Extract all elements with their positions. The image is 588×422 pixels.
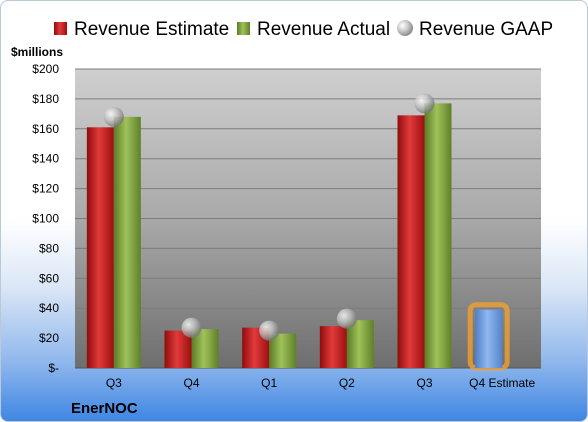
legend-label-revenue-gaap: Revenue GAAP [419, 19, 553, 40]
x-tick-label: Q2 [339, 376, 355, 390]
legend-marker-revenue-gaap [397, 20, 413, 36]
legend-label-revenue-estimate: Revenue Estimate [74, 19, 229, 40]
point-revenue-gaap [259, 320, 280, 341]
legend-swatch-revenue-estimate [54, 22, 67, 35]
x-tick-label: Q4 [183, 376, 199, 390]
bar-revenue-estimate-forecast [475, 309, 503, 368]
y-tick-label: $- [48, 361, 59, 375]
y-tick-label: $180 [32, 92, 59, 106]
y-tick-label: $200 [32, 62, 59, 76]
y-tick-label: $60 [39, 271, 59, 285]
legend-swatch-revenue-actual [237, 22, 250, 35]
y-tick-label: $160 [32, 122, 59, 136]
legend: Revenue Estimate Revenue Actual Revenue … [54, 19, 553, 40]
y-axis-unit-label: $millions [11, 45, 63, 59]
y-tick-label: $20 [39, 331, 59, 345]
point-revenue-gaap [181, 317, 202, 338]
x-axis-ticks: Q3 Q4 Q1 Q2 Q3 Q4 Estimate [106, 376, 536, 390]
bar-revenue-estimate [319, 326, 347, 368]
point-revenue-gaap [336, 308, 357, 329]
bar-revenue-actual [113, 116, 141, 368]
company-name: EnerNOC [71, 400, 138, 417]
point-revenue-gaap [414, 93, 435, 114]
bar-revenue-actual [424, 103, 452, 368]
gridlines [75, 68, 541, 369]
bars-group [86, 93, 510, 371]
bar-revenue-estimate [397, 115, 425, 368]
y-axis-ticks: $- $20 $40 $60 $80 $100 $120 $140 $160 $180 $200 [32, 62, 59, 375]
x-tick-label: Q1 [261, 376, 277, 390]
y-tick-label: $120 [32, 182, 59, 196]
point-revenue-gaap [103, 106, 124, 127]
legend-label-revenue-actual: Revenue Actual [257, 19, 390, 40]
bar-revenue-actual [346, 320, 374, 368]
bar-revenue-estimate [86, 127, 114, 369]
y-tick-label: $80 [39, 241, 59, 255]
y-tick-label: $40 [39, 301, 59, 315]
x-tick-label: Q3 [106, 376, 122, 390]
bar-revenue-estimate [164, 330, 192, 368]
y-tick-label: $140 [32, 152, 59, 166]
x-tick-label: Q4 Estimate [469, 376, 535, 390]
y-tick-label: $100 [32, 212, 59, 226]
x-tick-label: Q3 [416, 376, 432, 390]
